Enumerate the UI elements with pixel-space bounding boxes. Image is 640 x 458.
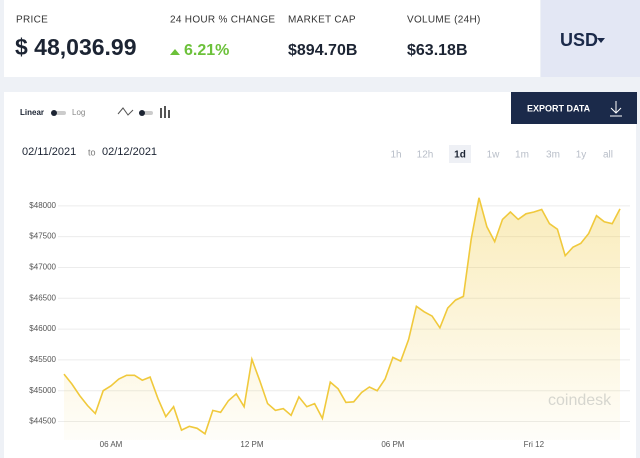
log-label[interactable]: Log xyxy=(72,108,85,117)
date-to[interactable]: 02/12/2021 xyxy=(102,146,157,158)
dropdown-caret xyxy=(597,38,605,43)
linear-label[interactable]: Linear xyxy=(20,108,44,117)
y-tick-label: $48000 xyxy=(29,201,56,210)
range-button[interactable]: 1w xyxy=(487,150,501,161)
stat-label: PRICE xyxy=(16,15,48,26)
range-button[interactable]: 1h xyxy=(390,150,401,161)
range-button[interactable]: all xyxy=(603,150,613,161)
y-tick-label: $47500 xyxy=(29,232,56,241)
export-label[interactable]: EXPORT DATA xyxy=(527,103,591,113)
stat-value: $63.18B xyxy=(407,42,468,59)
toggle-knob xyxy=(139,110,145,116)
y-tick-label: $45500 xyxy=(29,355,56,364)
up-arrow xyxy=(170,49,180,55)
stat-value: $894.70B xyxy=(288,42,357,59)
currency[interactable]: USD xyxy=(560,30,598,50)
price-area xyxy=(64,197,620,440)
price-line xyxy=(63,197,621,436)
range-button[interactable]: 1m xyxy=(515,150,529,161)
candle-icon[interactable] xyxy=(160,106,170,118)
range-highlight xyxy=(449,145,471,163)
download-icon xyxy=(610,101,622,117)
y-tick-label: $44500 xyxy=(29,417,56,426)
y-tick-label: $46500 xyxy=(29,293,56,302)
stat-label: VOLUME (24H) xyxy=(407,15,481,26)
range-button[interactable]: 1d xyxy=(454,150,466,161)
date-from[interactable]: 02/11/2021 xyxy=(22,146,76,158)
line-icon[interactable] xyxy=(117,107,134,116)
y-tick-label: $45000 xyxy=(29,386,56,395)
stat-label: MARKET CAP xyxy=(288,15,356,26)
stat-label: 24 HOUR % CHANGE xyxy=(170,15,275,26)
stat-value: 6.21% xyxy=(184,42,229,59)
y-tick-label: $47000 xyxy=(29,263,56,272)
x-tick-label: 12 PM xyxy=(240,440,263,449)
y-tick-label: $46000 xyxy=(29,324,56,333)
stat-value: $ 48,036.99 xyxy=(15,34,137,60)
range-button[interactable]: 3m xyxy=(546,150,560,161)
currency-box[interactable] xyxy=(541,0,640,77)
range-button[interactable]: 1y xyxy=(576,150,587,161)
stats-card xyxy=(4,0,540,77)
x-tick-label: Fri 12 xyxy=(524,440,545,449)
x-tick-label: 06 AM xyxy=(100,440,123,449)
x-tick-label: 06 PM xyxy=(381,440,404,449)
toggle-knob xyxy=(51,110,57,116)
range-button[interactable]: 12h xyxy=(417,150,434,161)
date-to-word: to xyxy=(88,147,96,157)
